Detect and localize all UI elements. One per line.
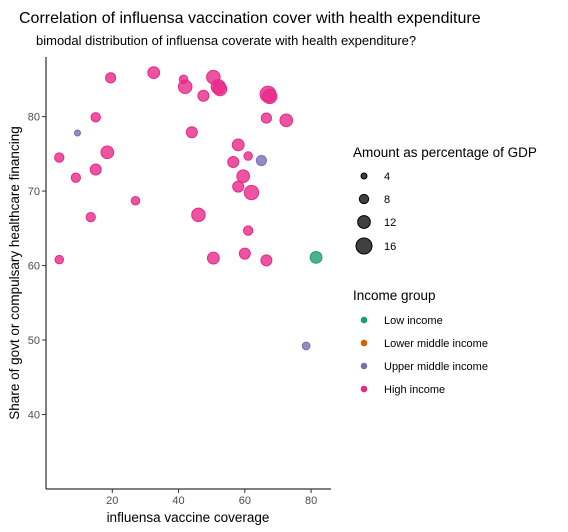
- color-legend-key: [360, 316, 368, 324]
- color-legend-key: [360, 339, 368, 347]
- scatter-point: [242, 225, 254, 236]
- color-legend-key: [360, 385, 368, 393]
- color-legend-label: Low income: [384, 315, 443, 327]
- size-legend-key: [360, 172, 368, 180]
- scatter-point: [90, 112, 101, 123]
- x-tick-label: 20: [106, 495, 118, 507]
- color-legend-key: [360, 362, 368, 370]
- scatter-point: [105, 72, 117, 84]
- scatter-point: [206, 251, 220, 265]
- scatter-point: [260, 254, 273, 267]
- size-legend-key: [355, 237, 373, 255]
- scatter-point: [85, 211, 96, 223]
- scatter-point: [231, 138, 245, 152]
- scatter-point: [177, 79, 193, 95]
- size-legend-label: 4: [384, 171, 390, 183]
- scatter-point: [238, 247, 251, 260]
- y-tick-label: 60: [28, 261, 40, 273]
- scatter-point: [54, 152, 65, 163]
- x-tick-label: 60: [239, 495, 251, 507]
- scatter-point: [227, 156, 240, 169]
- color-legend-label: High income: [384, 384, 445, 396]
- scatter-point: [243, 151, 253, 161]
- points-layer: [54, 66, 323, 351]
- scatter-point: [309, 250, 323, 264]
- x-ticks: 20 40 60 80: [106, 489, 317, 507]
- scatter-point: [262, 88, 278, 105]
- scatter-point: [70, 172, 81, 183]
- x-tick-label: 40: [172, 495, 184, 507]
- scatter-point: [73, 129, 81, 137]
- scatter-point: [243, 184, 260, 201]
- scatter-point: [54, 254, 65, 265]
- scatter-point: [130, 196, 141, 206]
- scatter-point: [100, 145, 115, 160]
- scatter-point: [301, 341, 311, 351]
- y-tick-label: 40: [28, 410, 40, 422]
- color-legend-title: Income group: [353, 288, 436, 303]
- color-legend: Income group Low income Lower middle inco…: [353, 288, 488, 396]
- y-tick-label: 80: [28, 112, 40, 124]
- size-legend-label: 8: [384, 194, 390, 206]
- scatter-point: [255, 154, 267, 167]
- x-tick-label: 80: [305, 495, 317, 507]
- size-legend-key: [358, 193, 370, 205]
- size-legend-label: 12: [384, 217, 396, 229]
- scatter-point: [89, 163, 102, 176]
- scatter-point: [232, 180, 245, 193]
- y-tick-label: 50: [28, 335, 40, 347]
- color-legend-label: Lower middle income: [384, 338, 488, 350]
- size-legend: Amount as percentage of GDP 4 8 12 16: [353, 145, 537, 255]
- chart-subtitle: bimodal distribution of influensa covera…: [36, 33, 416, 48]
- x-axis-title: influensa vaccine coverage: [107, 510, 270, 525]
- chart-title: Correlation of influensa vaccination cov…: [19, 10, 481, 27]
- scatter-point: [197, 89, 210, 102]
- scatter-point: [279, 113, 294, 128]
- scatter-point: [212, 81, 228, 97]
- scatter-point: [191, 207, 206, 223]
- y-ticks: 40 50 60 70 80: [28, 112, 46, 422]
- scatter-point: [236, 169, 251, 184]
- size-legend-key: [357, 215, 371, 229]
- size-legend-label: 16: [384, 241, 396, 253]
- scatter-point: [147, 66, 161, 80]
- y-axis-title: Share of govt or compulsary healthcare f…: [7, 126, 22, 419]
- scatter-point: [185, 126, 198, 139]
- color-legend-label: Upper middle income: [384, 361, 488, 373]
- y-tick-label: 70: [28, 186, 40, 198]
- scatter-point: [260, 112, 272, 124]
- size-legend-title: Amount as percentage of GDP: [353, 145, 537, 160]
